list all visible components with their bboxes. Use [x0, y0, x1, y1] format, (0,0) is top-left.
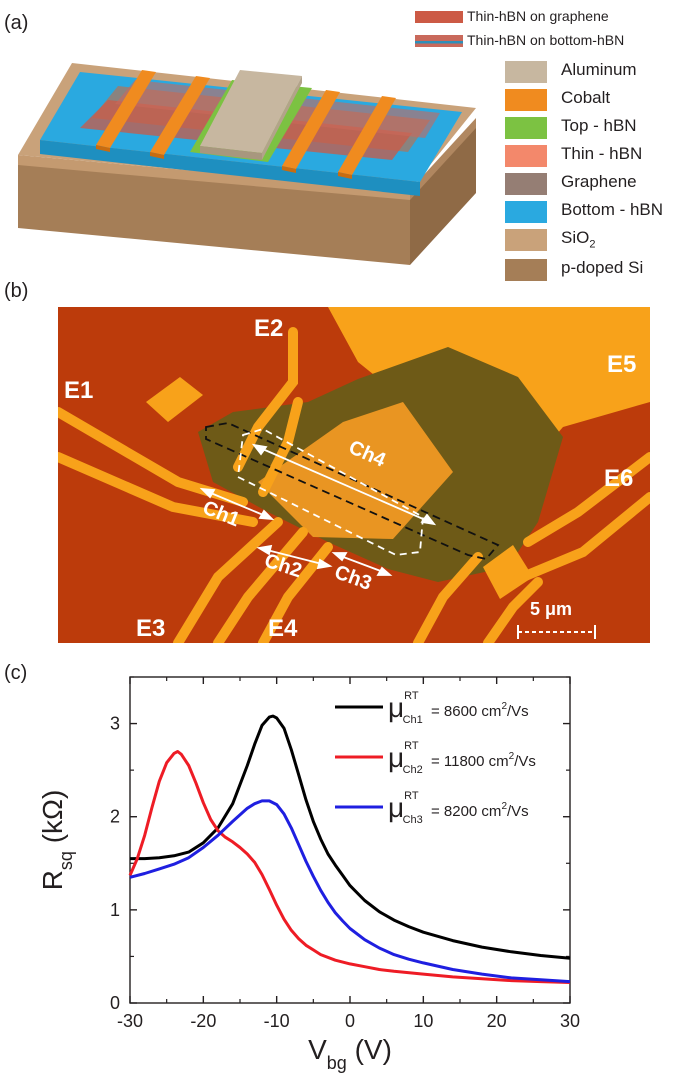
device-3d-schematic: [18, 63, 476, 265]
legend-swatch: [505, 61, 547, 83]
resistance-chart: -30 -20 -10 0 10 20 30 0 1 2 3 μRT Ch1 = 8600 cm2/V…: [37, 676, 580, 1073]
legend-label: Top - hBN: [561, 116, 637, 135]
x-tick-label: 30: [560, 1011, 580, 1031]
legend-label: Thin-hBN on bottom-hBN: [467, 32, 625, 48]
data-curves: [128, 714, 571, 984]
series-line-ch1: [130, 714, 571, 960]
micrograph-drawing: [58, 307, 650, 643]
x-tick-label: -10: [264, 1011, 290, 1031]
x-axis-label: Vbg (V): [308, 1034, 392, 1073]
scale-bar-label: 5 μm: [530, 599, 573, 619]
label-e3: E3: [136, 615, 166, 642]
legend-swatch: [415, 11, 463, 23]
legend-label: Thin-hBN on graphene: [467, 8, 609, 24]
y-tick-label: 3: [110, 714, 120, 734]
y-tick-label: 2: [110, 807, 120, 827]
label-e1: E1: [64, 377, 94, 404]
axis-ticks: -30 -20 -10 0 10 20 30 0 1 2 3: [110, 676, 580, 1031]
x-tick-label: -30: [117, 1011, 143, 1031]
si-right-face: [410, 125, 476, 265]
scale-bar-line: [517, 625, 596, 639]
series-line-ch3: [129, 799, 571, 984]
legend-swatch: [505, 229, 547, 251]
thin-hbn-outline-black: [205, 422, 500, 560]
label-e4: E4: [268, 615, 298, 642]
chart-legend: μRT Ch1 = 8600 cm2/Vs μRT Ch2 = 11800 cm2/V…: [335, 690, 536, 826]
label-e2: E2: [254, 315, 284, 342]
legend-label: Cobalt: [561, 88, 611, 107]
plot-frame: [129, 676, 571, 1004]
axis-labels: Vbg (V) Rsq (kΩ): [37, 790, 392, 1073]
si-front-face: [18, 162, 410, 265]
y-tick-label: 1: [110, 900, 120, 920]
plot-border: [129, 676, 571, 1004]
legend-label-ch1: μRT Ch1 = 8600 cm2/Vs: [388, 690, 529, 726]
series-line-ch2: [128, 750, 571, 984]
y-tick-label: 0: [110, 993, 120, 1013]
electrode-leads: [58, 327, 650, 643]
x-tick-label: 10: [413, 1011, 433, 1031]
panel-label-b: (b): [4, 280, 29, 302]
legend-label: SiO2: [561, 228, 595, 250]
legend-swatch: [505, 173, 547, 195]
legend-label-ch2: μRT Ch2 = 11800 cm2/Vs: [388, 740, 536, 776]
aluminum-gate: [200, 70, 302, 153]
legend-swatch: [505, 259, 547, 281]
cobalt-electrodes: [96, 70, 396, 179]
legend-label: Aluminum: [561, 60, 637, 79]
legend-swatch: [415, 35, 463, 47]
small-pad-left: [146, 377, 203, 422]
label-e6: E6: [604, 465, 634, 492]
legend-swatch: [505, 117, 547, 139]
legend-label-ch3: μRT Ch3 = 8200 cm2/Vs: [388, 790, 529, 826]
legend-label: Bottom - hBN: [561, 200, 664, 219]
channel-arrows: [199, 443, 437, 576]
aluminum-gate-right: [262, 76, 302, 160]
legend-swatch: [505, 145, 547, 167]
aluminum-gate-side: [200, 146, 262, 160]
sio2-subscript: 2: [589, 238, 596, 251]
legend-swatch: [505, 201, 547, 223]
legend-label: Thin - hBN: [561, 144, 643, 163]
gate-strip: [258, 402, 453, 539]
legend-label: p-doped Si: [561, 258, 644, 277]
optical-micrograph: E1 E2 E3 E4 E5 E6 Ch1 Ch2 Ch3 Ch4 5 μm: [58, 307, 650, 643]
sio2-front-face: [18, 155, 410, 200]
small-pad-right: [483, 545, 533, 599]
legend-swatch: [505, 89, 547, 111]
label-e5: E5: [607, 351, 637, 378]
sio2-text: SiO: [561, 228, 590, 247]
y-axis-label: Rsq (kΩ): [37, 790, 76, 891]
sio2-right-face: [410, 118, 476, 200]
panel-label-a: (a): [4, 12, 29, 34]
bottom-hbn-edge: [40, 140, 420, 196]
x-tick-label: -20: [190, 1011, 216, 1031]
x-tick-label: 20: [487, 1011, 507, 1031]
legend-label: Graphene: [561, 172, 637, 191]
panel-label-c: (c): [4, 662, 28, 684]
x-tick-label: 0: [345, 1011, 355, 1031]
